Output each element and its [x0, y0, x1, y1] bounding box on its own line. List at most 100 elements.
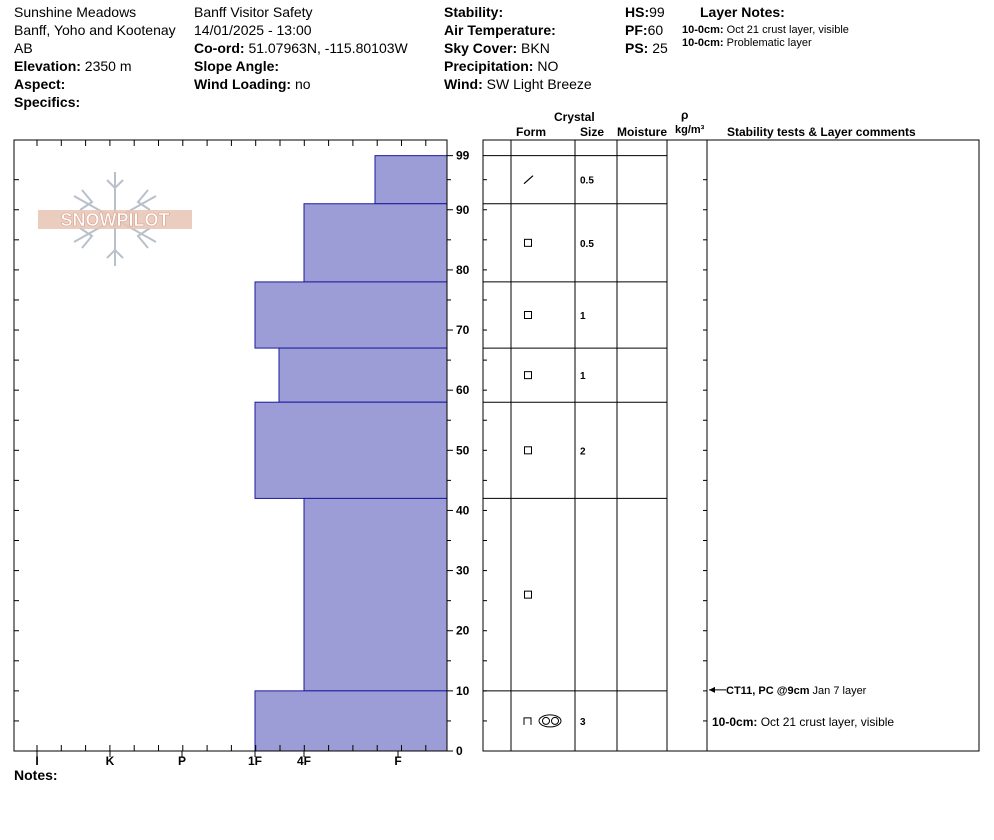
y-tick-label: 0	[456, 744, 463, 758]
decomposing-icon	[523, 175, 534, 185]
y-tick-label: 40	[456, 503, 470, 517]
hardness-label: F	[394, 754, 401, 768]
hardness-bar	[278, 347, 448, 403]
crystal-form-icon	[523, 175, 534, 185]
hardness-bar	[303, 203, 448, 283]
ps-label: PS:	[625, 40, 649, 56]
crystal-header: Crystal	[554, 110, 595, 124]
crystal-size-value: 0.5	[580, 239, 594, 250]
y-tick-label: 99	[456, 149, 470, 163]
stability-label: Stability:	[444, 4, 504, 20]
province-name: AB	[14, 40, 33, 56]
y-tick-label: 30	[456, 564, 470, 578]
crystal-size-value: 3	[580, 717, 586, 728]
aspect-label: Aspect:	[14, 76, 66, 92]
air-temp-label: Air Temperature:	[444, 22, 556, 38]
size-header: Size	[580, 125, 605, 139]
precip-label: Precipitation:	[444, 58, 534, 74]
crystal-form-icon	[523, 714, 562, 728]
moisture-header: Moisture	[617, 125, 668, 139]
y-tick-label: 90	[456, 203, 470, 217]
hardness-bar	[254, 401, 448, 499]
layer-note-range: 10-0cm:	[682, 37, 724, 49]
layer-table-frame	[482, 139, 980, 752]
faceted-square-icon	[524, 311, 532, 320]
logo-banner	[38, 210, 192, 229]
wind-loading-value: no	[294, 76, 311, 92]
pf-value: 60	[647, 22, 664, 38]
slope-label: Slope Angle:	[194, 58, 280, 74]
wind-loading-row: Wind Loading: no	[194, 75, 311, 93]
ps-row: PS: 25	[625, 39, 668, 57]
elevation-row: Elevation: 2350 m	[14, 57, 132, 75]
specifics-label: Specifics:	[14, 94, 81, 110]
location-name: Sunshine Meadows	[14, 4, 137, 20]
faceted-square-icon	[524, 446, 532, 455]
y-tick-label: 50	[456, 443, 470, 457]
hardness-bar	[374, 155, 448, 205]
melt-freeze-grain-icon	[551, 716, 559, 725]
stability-test-comment: CT11, PC @9cm Jan 7 layer	[726, 685, 867, 697]
depth-hoar-icon	[523, 717, 532, 725]
slope-row: Slope Angle:	[194, 57, 279, 75]
density-unit: kg/m³	[675, 124, 705, 136]
crystal-form-icon	[524, 371, 532, 380]
plot-frame	[13, 139, 448, 752]
logo-text: SNOWPILOT	[61, 210, 170, 230]
hardness-label: 1F	[248, 754, 262, 768]
wind-loading-label: Wind Loading:	[194, 76, 292, 92]
comment-text: Oct 21 crust layer, visible	[757, 715, 894, 729]
layer-note-text: Problematic layer	[726, 37, 812, 49]
wind-label: Wind:	[444, 76, 483, 92]
comment-arrow-head-icon	[709, 686, 715, 693]
coord-row: Co-ord: 51.07963N, -115.80103W	[194, 39, 408, 57]
y-tick-label: 20	[456, 624, 470, 638]
coord-label: Co-ord:	[194, 40, 245, 56]
notes-label: Notes:	[14, 767, 58, 783]
region-name: Banff, Yoho and Kootenay	[14, 22, 176, 38]
layer-note-text: Oct 21 crust layer, visible	[726, 24, 849, 36]
form-header: Form	[516, 125, 546, 139]
snowpilot-logo: SNOWPILOT	[38, 172, 192, 266]
comment-bold: 10-0cm:	[712, 715, 757, 729]
aspect-row: Aspect:	[14, 75, 65, 93]
specifics-row: Specifics:	[14, 93, 80, 111]
ps-value: 25	[652, 40, 668, 56]
precip-row: Precipitation: NO	[444, 57, 558, 75]
pf-label: PF:	[625, 22, 648, 38]
y-tick-label: 10	[456, 684, 470, 698]
melt-freeze-grain-icon	[542, 716, 550, 725]
density-symbol: ρ	[681, 108, 689, 122]
hardness-label: P	[178, 754, 186, 768]
hs-label: HS:	[625, 4, 650, 20]
sky-cover-row: Sky Cover: BKN	[444, 39, 550, 57]
elevation-label: Elevation:	[14, 58, 81, 74]
faceted-square-icon	[524, 590, 532, 599]
crystal-size-value: 0.5	[580, 176, 594, 187]
hardness-bar	[254, 690, 448, 752]
hardness-label: I	[35, 754, 38, 768]
faceted-square-icon	[524, 238, 532, 247]
crystal-size-value: 1	[580, 311, 586, 322]
hardness-bar	[254, 281, 448, 349]
layer-notes-title: Layer Notes:	[700, 4, 785, 20]
wind-row: Wind: SW Light Breeze	[444, 75, 592, 93]
layer-note-item: 10-0cm: Problematic layer	[682, 37, 812, 50]
crystal-form-icon	[524, 311, 532, 320]
faceted-square-icon	[524, 371, 532, 380]
comments-header: Stability tests & Layer comments	[727, 125, 916, 139]
air-temp-row: Air Temperature:	[444, 21, 556, 39]
y-tick-label: 70	[456, 323, 470, 337]
crystal-form-icon	[524, 590, 532, 599]
hs-value: 99	[649, 4, 665, 20]
precip-value: NO	[537, 58, 559, 74]
melt-freeze-outer-icon	[538, 714, 562, 728]
stability-row: Stability:	[444, 3, 503, 21]
elevation-value: 2350 m	[84, 58, 132, 74]
comment-bold: CT11, PC @9cm	[726, 685, 810, 697]
layer-note-item: 10-0cm: Oct 21 crust layer, visible	[682, 24, 849, 37]
observer-name: Banff Visitor Safety	[194, 4, 313, 20]
hardness-label: 4F	[297, 754, 311, 768]
crystal-size-value: 1	[580, 371, 586, 382]
